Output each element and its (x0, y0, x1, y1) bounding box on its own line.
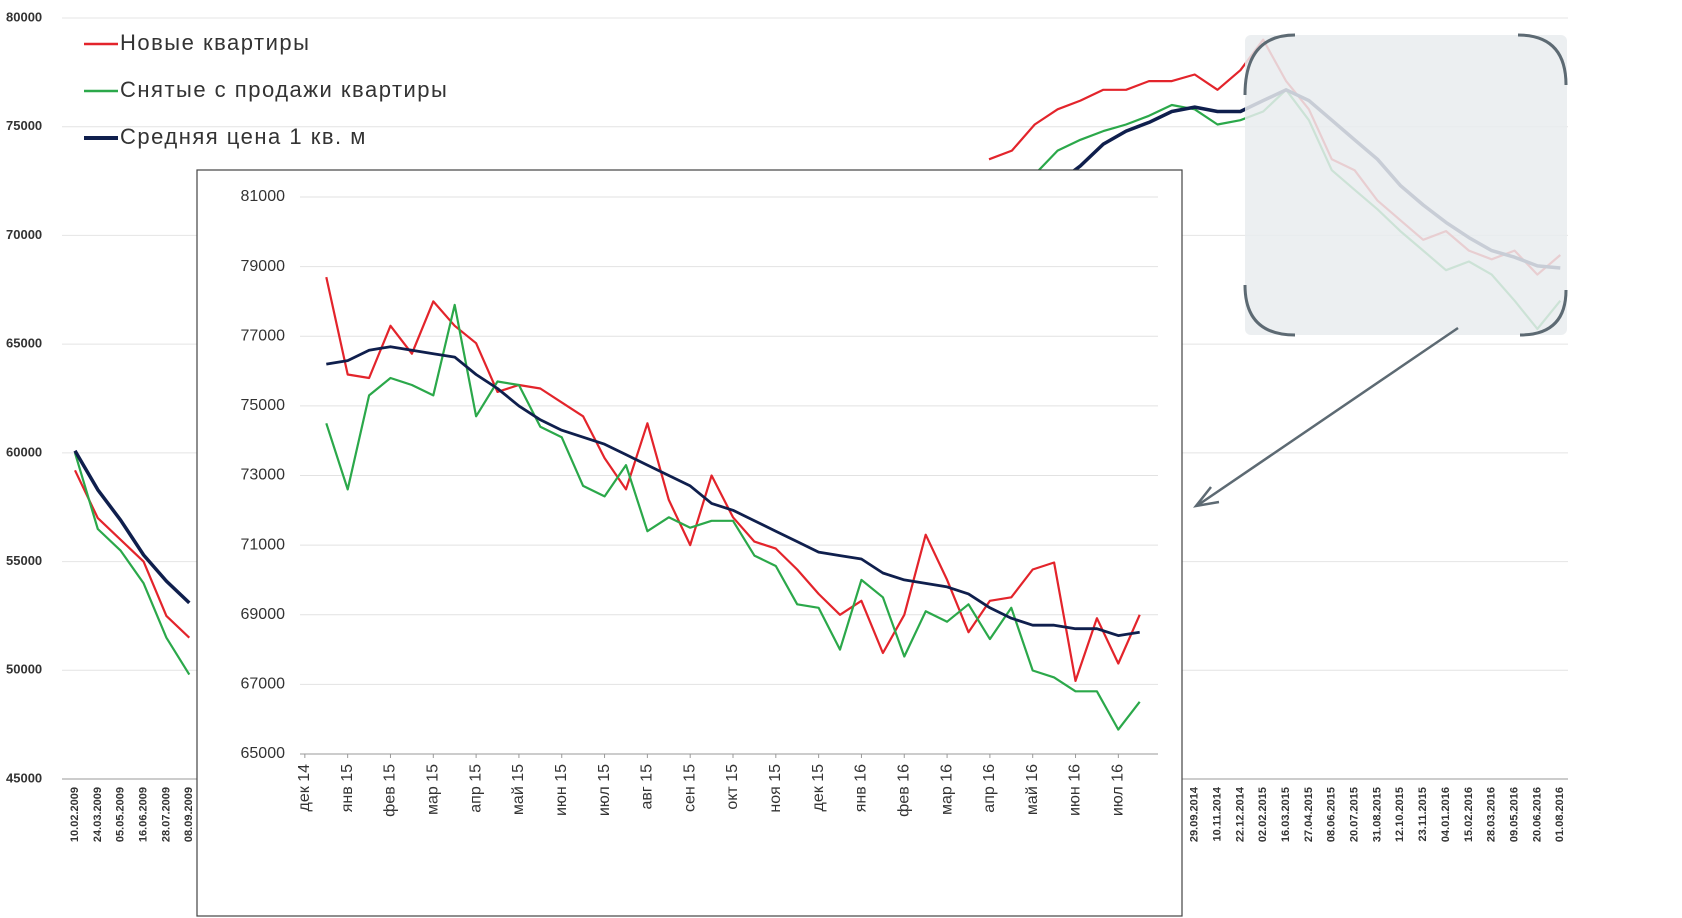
y-tick-label: 70000 (6, 227, 42, 242)
y-tick-label: 67000 (241, 676, 286, 693)
x-tick-label: 10.11.2014 (1211, 786, 1223, 841)
x-tick-label: фев 15 (382, 764, 399, 817)
x-tick-label: 08.09.2009 (183, 787, 195, 842)
x-tick-label: 16.03.2015 (1280, 787, 1292, 842)
x-tick-label: 31.08.2015 (1371, 787, 1383, 842)
y-tick-label: 81000 (241, 188, 286, 205)
x-tick-label: 08.06.2015 (1326, 787, 1338, 842)
y-tick-label: 75000 (6, 118, 42, 133)
x-tick-label: янв 15 (339, 764, 356, 812)
x-tick-label: янв 16 (853, 764, 870, 812)
y-tick-label: 75000 (241, 397, 286, 414)
x-tick-label: дек 14 (296, 764, 313, 812)
y-tick-label: 55000 (6, 553, 42, 568)
y-tick-label: 71000 (241, 536, 286, 553)
x-tick-label: авг 15 (639, 764, 656, 810)
y-tick-label: 80000 (6, 9, 42, 24)
y-tick-label: 65000 (6, 336, 42, 351)
x-tick-label: окт 15 (724, 764, 741, 810)
highlight (1243, 33, 1568, 337)
x-tick-label: июл 16 (1110, 764, 1127, 816)
x-tick-label: май 16 (1024, 764, 1041, 815)
x-tick-label: 20.07.2015 (1349, 787, 1361, 842)
x-tick-label: дек 15 (810, 764, 827, 812)
arrow-line (1197, 326, 1459, 507)
legend: Новые квартиры Снятые с продажи квартиры С… (84, 30, 448, 149)
series-line (325, 276, 1141, 682)
y-tick-label: 77000 (241, 327, 286, 344)
series-line (325, 303, 1141, 731)
y-tick-label: 50000 (6, 662, 42, 677)
x-tick-label: 02.02.2015 (1257, 787, 1269, 842)
y-tick-label: 69000 (241, 606, 286, 623)
x-tick-label: 10.02.2009 (69, 787, 81, 842)
x-tick-label: 09.05.2016 (1508, 787, 1520, 842)
arrow (1192, 326, 1459, 508)
y-tick-label: 45000 (6, 770, 42, 785)
legend-label: Новые квартиры (120, 30, 310, 55)
x-tick-label: июн 15 (553, 764, 570, 816)
x-tick-label: 04.01.2016 (1440, 787, 1452, 842)
x-tick-label: 23.11.2015 (1417, 787, 1429, 841)
x-tick-label: мар 16 (938, 764, 955, 815)
x-tick-label: 28.03.2016 (1486, 787, 1498, 842)
x-tick-label: 16.06.2009 (137, 787, 149, 842)
legend-label: Средняя цена 1 кв. м (120, 124, 367, 149)
x-tick-label: апр 15 (467, 764, 484, 813)
x-tick-label: 29.09.2014 (1189, 786, 1201, 842)
highlight-bracket (1243, 33, 1568, 337)
x-tick-label: 28.07.2009 (160, 787, 172, 842)
inset-chart: 65000 67000 69000 71000 73000 75000 77000 79000… (241, 188, 1158, 817)
x-tick-label: апр 16 (981, 764, 998, 813)
highlight-area (1245, 35, 1567, 335)
x-tick-label: июл 15 (596, 764, 613, 816)
x-tick-label: 05.05.2009 (115, 787, 127, 842)
legend-label: Снятые с продажи квартиры (120, 77, 448, 102)
arrow-head (1192, 486, 1220, 508)
y-tick-label: 79000 (241, 258, 286, 275)
x-tick-label: май 15 (510, 764, 527, 815)
x-tick-label: 27.04.2015 (1303, 787, 1315, 842)
series-line (326, 345, 1140, 637)
y-tick-label: 65000 (241, 745, 286, 762)
x-tick-label: 22.12.2014 (1234, 786, 1246, 842)
x-tick-label: 12.10.2015 (1394, 787, 1406, 842)
x-tick-label: 24.03.2009 (92, 787, 104, 842)
x-tick-label: июн 16 (1067, 764, 1084, 816)
x-tick-label: сен 15 (681, 764, 698, 812)
x-tick-label: 01.08.2016 (1554, 787, 1566, 842)
y-tick-label: 60000 (6, 444, 42, 459)
x-tick-label: фев 16 (895, 764, 912, 817)
x-tick-label: 15.02.2016 (1463, 787, 1475, 842)
x-tick-label: 20.06.2016 (1531, 787, 1543, 842)
x-tick-label: ноя 15 (767, 764, 784, 813)
x-tick-label: мар 15 (425, 764, 442, 815)
y-tick-label: 73000 (241, 467, 286, 484)
